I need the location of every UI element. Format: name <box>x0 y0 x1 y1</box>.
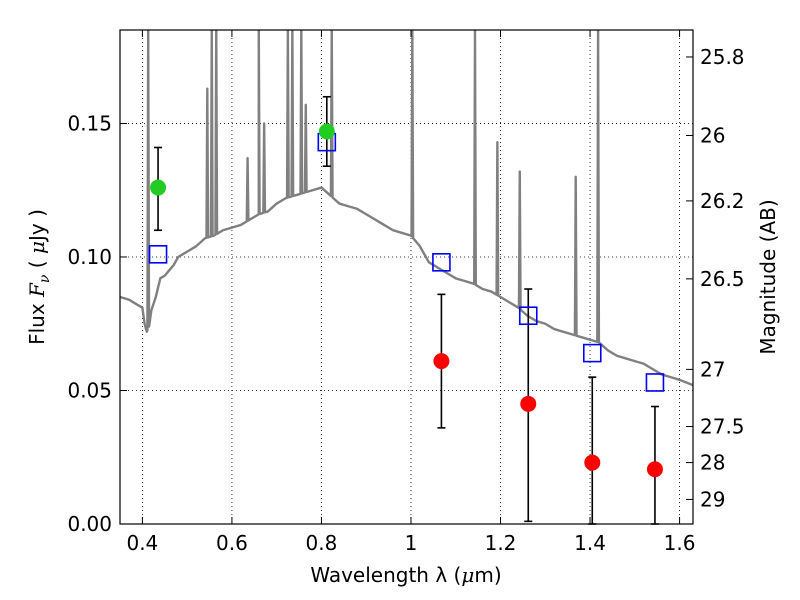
error-bars <box>154 95 659 525</box>
observed-points <box>150 123 663 478</box>
upper-limit-point <box>520 395 537 412</box>
right-tick-label: 27 <box>700 357 725 381</box>
model-spectrum <box>120 30 693 387</box>
axis-ticks: 0.4 0.6 0.8 1 1.2 1.4 1.6 0.00 0.05 0.10 0.15 25.8 2… <box>67 30 745 555</box>
right-tick-label: 26.5 <box>700 267 745 291</box>
right-tick-label: 26 <box>700 123 725 147</box>
upper-limit-point <box>584 454 601 471</box>
right-tick-label: 27.5 <box>700 415 745 439</box>
x-axis-label: Wavelength λ (μm) <box>310 563 501 587</box>
model-square <box>518 306 538 326</box>
right-tick-label: 29 <box>700 487 725 511</box>
y-tick-label: 0.10 <box>67 245 112 269</box>
model-square <box>432 253 451 272</box>
right-tick-label: 26.2 <box>700 189 745 213</box>
x-tick-label: 0.4 <box>126 531 158 555</box>
x-tick-label: 1.6 <box>664 531 696 555</box>
model-square <box>645 373 665 392</box>
x-tick-label: 1.4 <box>574 531 606 555</box>
plot-frame <box>119 29 694 525</box>
right-tick-label: 28 <box>700 451 725 475</box>
grid <box>120 30 693 525</box>
model-square <box>148 245 168 264</box>
model-square <box>582 343 602 363</box>
right-axis-label: Magnitude (AB) <box>756 199 780 354</box>
upper-limit-point <box>433 353 450 370</box>
x-tick-label: 0.6 <box>216 531 248 555</box>
y-tick-label: 0.00 <box>67 512 112 536</box>
right-tick-label: 25.8 <box>700 45 745 69</box>
spectrum-line <box>120 30 693 387</box>
model-photometry-squares <box>148 132 665 392</box>
x-tick-label: 1 <box>405 531 418 555</box>
y-tick-label: 0.05 <box>67 378 112 402</box>
upper-limit-point <box>646 461 663 478</box>
detection-point <box>318 123 335 140</box>
y-axis-label: Flux Fν ( μJy ) <box>25 209 53 345</box>
x-tick-label: 0.8 <box>306 531 338 555</box>
x-tick-label: 1.2 <box>485 531 517 555</box>
detection-point <box>150 179 167 196</box>
y-tick-label: 0.15 <box>67 111 112 135</box>
